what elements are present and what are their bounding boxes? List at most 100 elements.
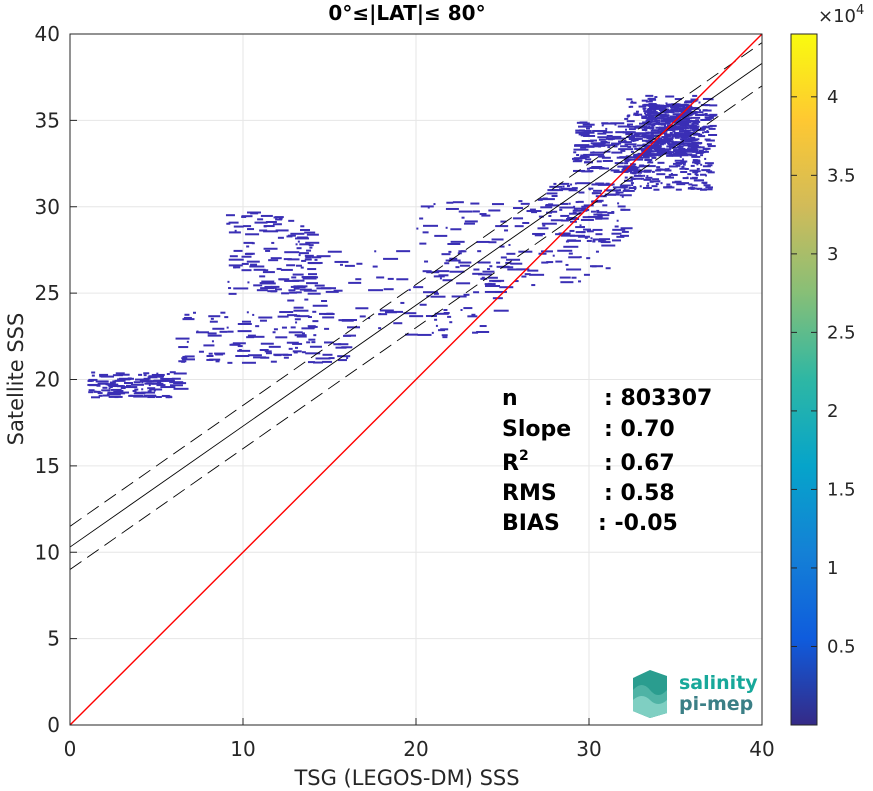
scatter-point <box>195 331 209 334</box>
scatter-point <box>183 316 192 319</box>
scatter-point <box>592 129 608 132</box>
scatter-point <box>181 357 188 360</box>
scatter-point <box>304 231 316 234</box>
scatter-point <box>237 323 252 326</box>
scatter-point <box>647 134 656 137</box>
scatter-point <box>707 164 713 167</box>
scatter-point <box>112 383 119 386</box>
scatter-point <box>476 330 490 333</box>
scatter-point <box>433 203 436 206</box>
scatter-point <box>642 135 645 138</box>
scatter-point <box>596 160 602 163</box>
scatter-point <box>651 145 657 148</box>
scatter-point <box>661 139 670 142</box>
scatter-point <box>582 216 596 219</box>
scatter-point <box>409 315 424 318</box>
scatter-point <box>585 127 590 130</box>
scatter-point <box>520 202 530 205</box>
scatter-point <box>655 126 660 129</box>
scatter-point <box>653 112 662 115</box>
scatter-point <box>708 133 718 136</box>
scatter-point <box>546 192 558 195</box>
scatter-point <box>173 387 189 390</box>
scatter-point <box>148 395 157 398</box>
scatter-point <box>664 137 667 140</box>
scatter-point <box>470 202 480 205</box>
scatter-point <box>550 219 563 222</box>
scatter-point <box>566 239 581 242</box>
scatter-point <box>630 163 637 166</box>
scatter-point <box>652 178 660 181</box>
scatter-point <box>573 151 577 154</box>
scatter-point <box>419 242 427 245</box>
scatter-point <box>660 130 664 133</box>
scatter-point <box>208 315 221 318</box>
scatter-point <box>681 142 691 145</box>
scatter-point <box>288 219 295 222</box>
scatter-point <box>182 355 187 358</box>
scatter-point <box>467 315 478 318</box>
scatter-point <box>644 159 653 162</box>
scatter-point <box>696 179 704 182</box>
scatter-point <box>433 292 439 295</box>
scatter-point <box>211 340 214 343</box>
scatter-point <box>233 287 249 290</box>
scatter-point <box>696 167 700 170</box>
scatter-point <box>653 141 663 144</box>
scatter-point <box>673 107 681 110</box>
scatter-point <box>463 222 475 225</box>
scatter-point <box>91 396 101 399</box>
scatter-point <box>178 346 189 349</box>
scatter-point <box>203 344 215 347</box>
scatter-point <box>635 135 642 138</box>
scatter-point <box>619 234 629 237</box>
scatter-point <box>654 141 658 144</box>
scatter-point <box>666 122 671 125</box>
scatter-point <box>660 106 667 109</box>
scatter-point <box>667 152 670 155</box>
scatter-point <box>695 114 705 117</box>
scatter-point <box>112 380 117 383</box>
scatter-point <box>450 228 462 231</box>
scatter-point <box>685 104 692 107</box>
scatter-point <box>560 202 569 205</box>
scatter-point <box>691 116 701 119</box>
scatter-point <box>449 321 453 324</box>
scatter-point <box>308 326 316 329</box>
scatter-point <box>481 214 491 217</box>
scatter-point <box>246 311 249 314</box>
scatter-point <box>686 148 695 151</box>
fit-upper-line <box>69 42 763 527</box>
logo-line1: salinity <box>679 672 758 694</box>
scatter-point <box>273 328 278 331</box>
scatter-point <box>635 125 645 128</box>
scatter-point <box>664 168 668 171</box>
scatter-point <box>316 255 331 258</box>
scatter-point <box>249 335 265 338</box>
scatter-point <box>680 154 689 157</box>
colorbar: 0.5 1 1.5 2 2.5 3 3.5 4 ×104 <box>790 3 864 726</box>
scatter-point <box>618 140 627 143</box>
scatter-point <box>680 127 690 130</box>
scatter-point <box>344 334 357 337</box>
scatter-point <box>226 326 229 329</box>
scatter-point <box>586 167 590 170</box>
scatter-point <box>300 225 305 228</box>
scatter-point <box>656 145 659 148</box>
scatter-point <box>241 361 256 364</box>
scatter-point <box>163 379 166 382</box>
scatter-point <box>324 327 330 330</box>
scatter-point <box>630 139 634 142</box>
scatter-point <box>639 185 642 188</box>
colorbar-tick-label: 2 <box>827 401 838 422</box>
scatter-point <box>607 135 622 138</box>
scatter-point <box>704 113 708 116</box>
scatter-point <box>383 288 394 291</box>
scatter-point <box>674 135 682 138</box>
scatter-point <box>692 127 695 130</box>
scatter-point <box>300 266 304 269</box>
scatter-point <box>701 169 711 172</box>
scatter-point <box>283 356 289 359</box>
scatter-point <box>276 267 282 270</box>
scatter-point <box>699 188 707 191</box>
